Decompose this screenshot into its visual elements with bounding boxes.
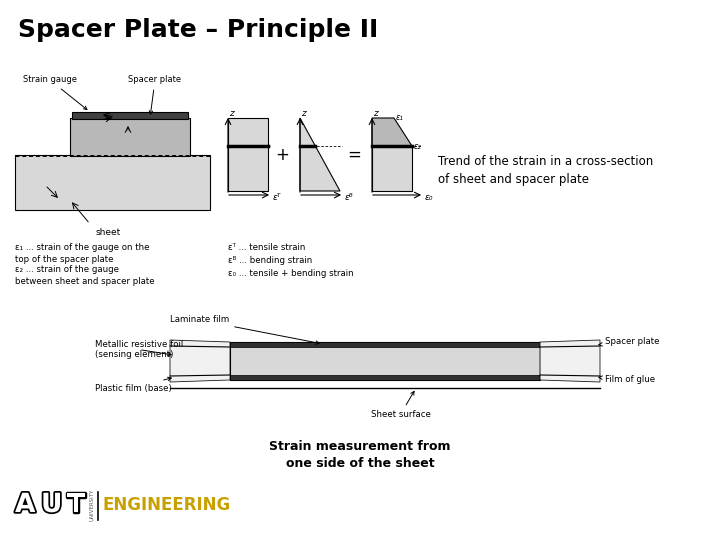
Text: A: A xyxy=(15,492,35,518)
Bar xyxy=(230,375,540,380)
Bar xyxy=(15,155,210,210)
Text: Metallic resistive foil
(sensing element): Metallic resistive foil (sensing element… xyxy=(95,340,184,359)
Text: z: z xyxy=(229,109,234,118)
Bar xyxy=(230,342,540,380)
Text: U: U xyxy=(41,492,63,518)
Text: sheet: sheet xyxy=(95,228,121,237)
Text: εᵀ: εᵀ xyxy=(273,192,282,201)
Polygon shape xyxy=(372,146,412,191)
Bar xyxy=(72,112,188,119)
Polygon shape xyxy=(228,118,268,191)
Text: Plastic film (base): Plastic film (base) xyxy=(95,377,172,393)
Text: ε₂ ... strain of the gauge
between sheet and spacer plate: ε₂ ... strain of the gauge between sheet… xyxy=(15,265,155,286)
Text: εᴮ: εᴮ xyxy=(345,192,354,201)
Text: Film of glue: Film of glue xyxy=(599,375,655,384)
Text: T: T xyxy=(67,492,85,518)
Polygon shape xyxy=(300,118,340,191)
Polygon shape xyxy=(170,340,230,382)
Text: ε₁: ε₁ xyxy=(396,113,404,122)
Text: z: z xyxy=(301,109,306,118)
Text: εᵀ ... tensile strain: εᵀ ... tensile strain xyxy=(228,243,305,252)
Text: z: z xyxy=(373,109,378,118)
Text: +: + xyxy=(275,145,289,164)
Text: ε₁ ... strain of the gauge on the
top of the spacer plate: ε₁ ... strain of the gauge on the top of… xyxy=(15,243,150,264)
Text: εᴮ ... bending strain: εᴮ ... bending strain xyxy=(228,256,312,265)
Text: ENGINEERING: ENGINEERING xyxy=(103,496,231,514)
Text: Trend of the strain in a cross-section
of sheet and spacer plate: Trend of the strain in a cross-section o… xyxy=(438,155,653,186)
Polygon shape xyxy=(372,118,412,146)
Text: UNIVERSITY: UNIVERSITY xyxy=(90,489,95,521)
Polygon shape xyxy=(540,340,600,382)
Text: Strain measurement from
one side of the sheet: Strain measurement from one side of the … xyxy=(269,440,451,470)
Text: ε₀: ε₀ xyxy=(425,192,433,201)
Text: Spacer plate: Spacer plate xyxy=(599,338,660,347)
Text: Spacer Plate – Principle II: Spacer Plate – Principle II xyxy=(18,18,378,42)
Text: =: = xyxy=(347,145,361,164)
Text: ε₂: ε₂ xyxy=(414,142,422,151)
Text: Spacer plate: Spacer plate xyxy=(128,76,181,114)
Text: ε₀ ... tensile + bending strain: ε₀ ... tensile + bending strain xyxy=(228,269,354,278)
Bar xyxy=(230,342,540,347)
Text: Laminate film: Laminate film xyxy=(170,315,319,345)
Bar xyxy=(70,118,190,156)
Text: Sheet surface: Sheet surface xyxy=(371,392,431,419)
Text: Strain gauge: Strain gauge xyxy=(23,76,87,110)
